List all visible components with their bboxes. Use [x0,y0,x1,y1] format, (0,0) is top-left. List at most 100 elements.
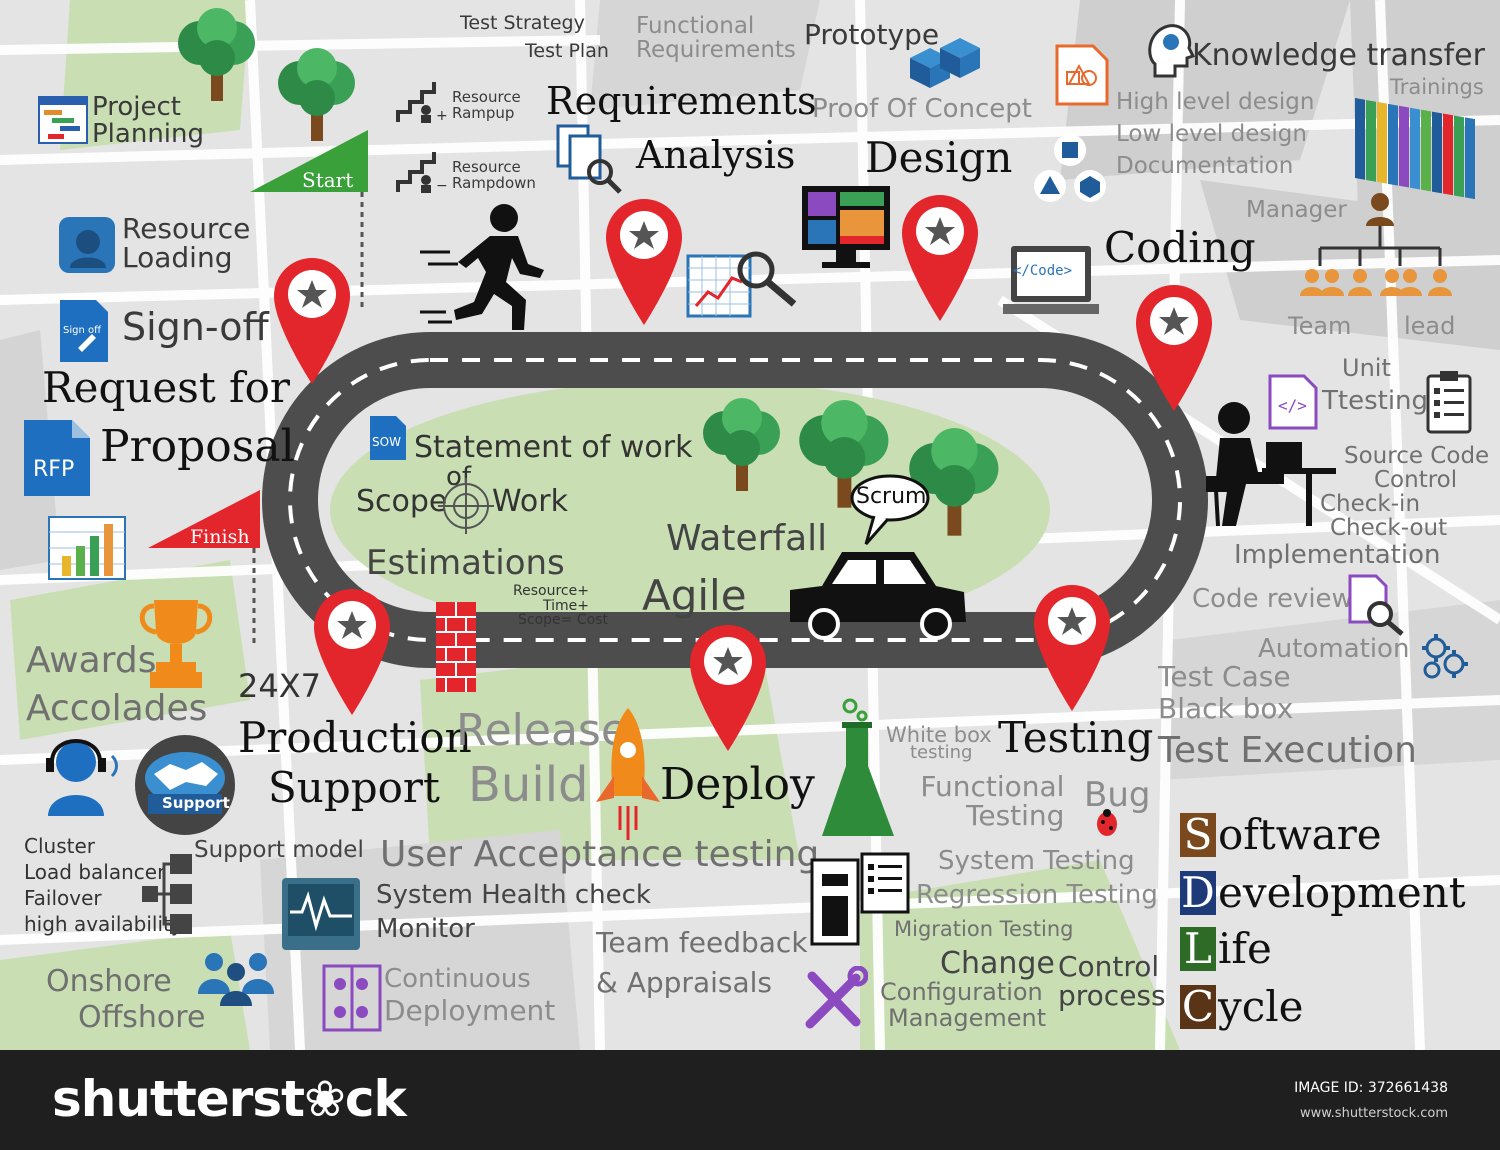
test-plan-label: Test Plan [525,40,609,62]
team-feedback-label: Team feedback [596,926,808,959]
pin-icon [1034,585,1110,711]
testing-heading: Testing [998,713,1154,762]
image-id-label: IMAGE ID: 372661438 [1294,1080,1448,1096]
target-icon [438,478,494,534]
tools-icon [805,966,868,1029]
support-label: Support [268,763,440,812]
health-monitor-icon [282,878,360,950]
sdlc-map: Project Planning + Resource Rampup − Resou… [0,0,1500,1050]
scrum-label: Scrum [856,484,927,509]
pin-icon [606,199,682,325]
agile-label: Agile [642,571,747,620]
high-availability-label: high availability [24,912,183,936]
footer-bar: shutterst❀ck IMAGE ID: 372661438 www.shu… [0,1050,1500,1150]
gears-icon [1422,634,1468,679]
resource-rampup-icon: + [396,82,448,124]
release-label: Release [456,705,628,756]
laptop-code-icon [1003,246,1099,314]
accolades-label: Accolades [26,688,208,729]
chart-search-icon [686,251,797,318]
test-case-label: Test Case [1158,660,1291,693]
test-execution-label: Test Execution [1158,730,1417,771]
resource-rampdown-label: Resource Rampdown [452,158,536,192]
sdlc-initial: L [1180,927,1216,971]
configuration-label: Configuration [880,978,1043,1006]
resource-loading-label: Resource Loading [122,212,251,275]
start-label: Start [302,168,354,192]
load-balancer-label: Load balancer [24,860,166,884]
finish-label: Finish [190,526,250,548]
tree-icon [278,48,355,141]
runner-icon [420,204,544,330]
org-chart-icon [1300,193,1452,296]
tree-icon [799,400,889,508]
car-icon [790,552,966,640]
tree-icon [703,398,780,491]
rfp-icon [24,420,90,496]
pin-icon [902,195,978,321]
tree-icon [178,8,255,101]
automation-label: Automation [1258,634,1410,664]
appraisals-label: & Appraisals [596,966,772,999]
sow-icon-label: SOW [372,435,401,449]
site-url-label: www.shutterstock.com [1299,1106,1448,1121]
deployment-label: Deployment [384,994,556,1027]
trainings-label: Trainings [1390,75,1484,99]
start-flag-icon [250,130,368,308]
sow-icon [370,416,406,460]
sdlc-word: ife [1218,924,1272,973]
statement-of-work-label: Statement of work [414,430,693,465]
headset-agent-icon [46,739,118,816]
requirements-heading: Requirements [546,79,817,123]
deploy-heading: Deploy [660,759,815,810]
prototype-blocks-icon [910,38,980,88]
work-label: Work [492,484,568,519]
proof-of-concept-label: Proof Of Concept [812,94,1032,124]
monitor-label: Monitor [376,914,475,944]
coding-heading: Coding [1104,223,1256,272]
sign-off-icon [60,300,108,362]
knowledge-transfer-label: Knowledge transfer [1192,38,1485,73]
brick-wall-icon [436,602,476,692]
shutterstock-logo: shutterst❀ck [52,1070,407,1128]
document-design-icon [1055,44,1109,106]
awards-label: Awards [26,640,157,681]
request-for-label: Request for [42,363,290,412]
html-tag-label: </> [1278,396,1307,415]
build-label: Build [468,757,589,813]
functional-requirements-label: Functional Requirements [636,13,796,64]
resource-rampup-label: Resource Rampup [452,88,521,122]
prototype-label: Prototype [804,18,940,51]
check-out-label: Check-out [1330,515,1448,541]
sdlc-initial: D [1180,868,1216,917]
resource-rampdown-icon: − [396,152,448,194]
network-tree-icon [142,854,192,934]
globe-support-icon [135,735,235,835]
low-level-design-label: Low level design [1116,121,1307,147]
control-label: Control [1374,467,1458,493]
pin-icon [1136,285,1212,411]
system-health-label: System Health check [376,880,651,910]
analysis-heading: Analysis [636,133,796,177]
support-badge-label: Support [162,794,230,812]
finish-flag-icon [148,490,260,648]
code-review-label: Code review [1192,584,1353,614]
24x7-label: 24X7 [238,667,321,705]
management-label: Management [888,1004,1047,1032]
sign-off-icon-label: Sign off [63,325,101,336]
sdlc-word: ycle [1218,982,1304,1031]
svg-text:+: + [436,108,448,124]
production-label: Production [238,713,472,762]
control-process-label: Control process [1058,950,1166,1013]
monitor-design-icon [802,186,890,268]
support-model-label: Support model [194,837,364,863]
tree-icon [909,428,999,536]
speech-bubble-icon [850,474,930,545]
manager-label: Manager [1246,197,1347,223]
flask-icon [822,698,894,836]
design-heading: Design [865,133,1013,182]
high-level-design-label: High level design [1116,89,1315,115]
sign-off-label: Sign-off [122,305,269,349]
project-planning-label: Project Planning [92,92,204,150]
